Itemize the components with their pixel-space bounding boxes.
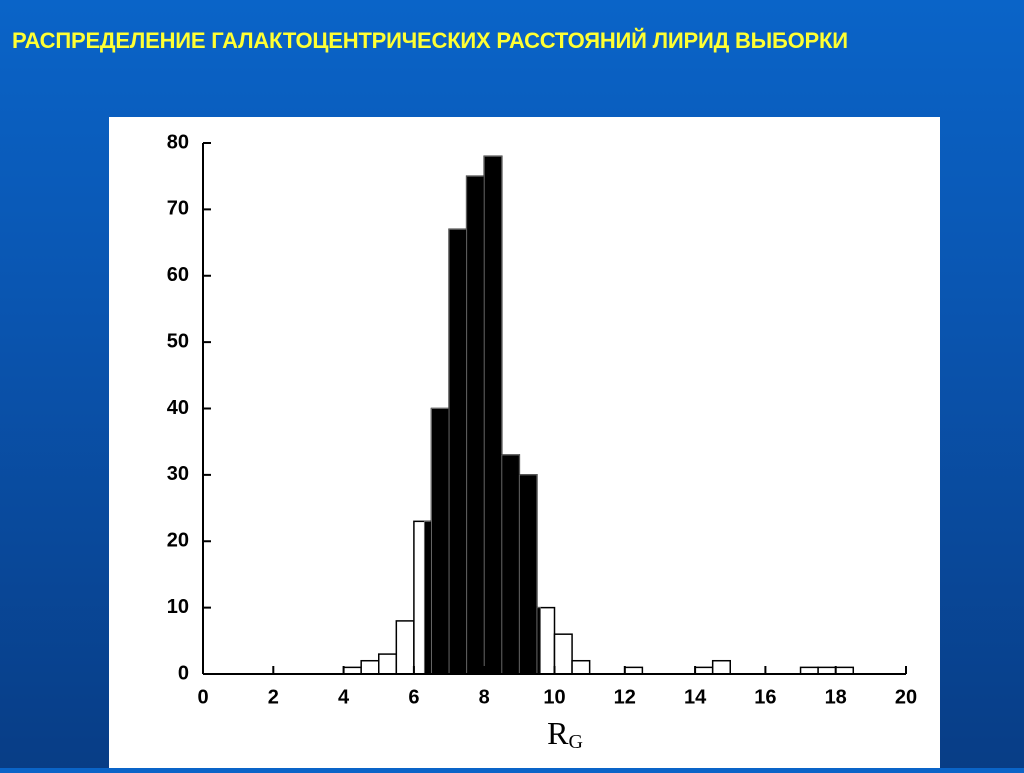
y-tick-label: 40 bbox=[167, 397, 189, 419]
x-tick-label: 2 bbox=[268, 686, 279, 708]
x-axis-label: RG bbox=[547, 715, 583, 752]
y-tick-label: 50 bbox=[167, 330, 189, 352]
x-tick-label: 4 bbox=[338, 686, 350, 708]
highlight-bar bbox=[483, 155, 503, 675]
highlight-bar bbox=[501, 454, 520, 675]
x-tick-label: 14 bbox=[684, 686, 707, 708]
slide-title: РАСПРЕДЕЛЕНИЕ ГАЛАКТОЦЕНТРИЧЕСКИХ РАССТО… bbox=[12, 28, 848, 53]
highlight-bar bbox=[430, 408, 450, 675]
chart: RG 0 10 20 30 40 50 60 70 80 0 2 4 6 8 10 12 14 16 18 20 bbox=[167, 131, 917, 752]
x-tick-label: 18 bbox=[825, 686, 847, 708]
x-tick-label: 0 bbox=[197, 686, 208, 708]
highlight-bar bbox=[448, 228, 468, 675]
bar bbox=[395, 620, 415, 675]
y-tick-label: 80 bbox=[167, 131, 189, 153]
chart-panel: RG 0 10 20 30 40 50 60 70 80 0 2 4 6 8 10 12 14 16 18 20 bbox=[109, 117, 940, 768]
y-tick-label: 70 bbox=[167, 198, 189, 220]
x-tick-label: 20 bbox=[895, 686, 917, 708]
highlight-bar bbox=[518, 474, 538, 675]
x-tick-label: 10 bbox=[543, 686, 565, 708]
x-tick-label: 6 bbox=[408, 686, 419, 708]
y-tick-label: 30 bbox=[167, 463, 189, 485]
bar bbox=[553, 633, 573, 675]
x-tick-label: 8 bbox=[479, 686, 490, 708]
highlight-bar bbox=[466, 175, 485, 675]
x-label-main: R bbox=[547, 715, 569, 751]
y-tick-label: 60 bbox=[167, 264, 189, 286]
x-label-sub: G bbox=[568, 731, 582, 753]
y-tick-label: 10 bbox=[167, 596, 189, 618]
y-tick-label: 20 bbox=[167, 530, 189, 552]
x-tick-label: 16 bbox=[754, 686, 776, 708]
x-tick-label: 12 bbox=[614, 686, 636, 708]
bar bbox=[711, 659, 731, 675]
highlight-bar bbox=[536, 607, 541, 675]
bar bbox=[571, 659, 591, 675]
bar bbox=[378, 653, 398, 675]
highlight-bar bbox=[423, 520, 432, 675]
bar bbox=[360, 659, 380, 675]
y-tick-label: 0 bbox=[178, 662, 189, 684]
